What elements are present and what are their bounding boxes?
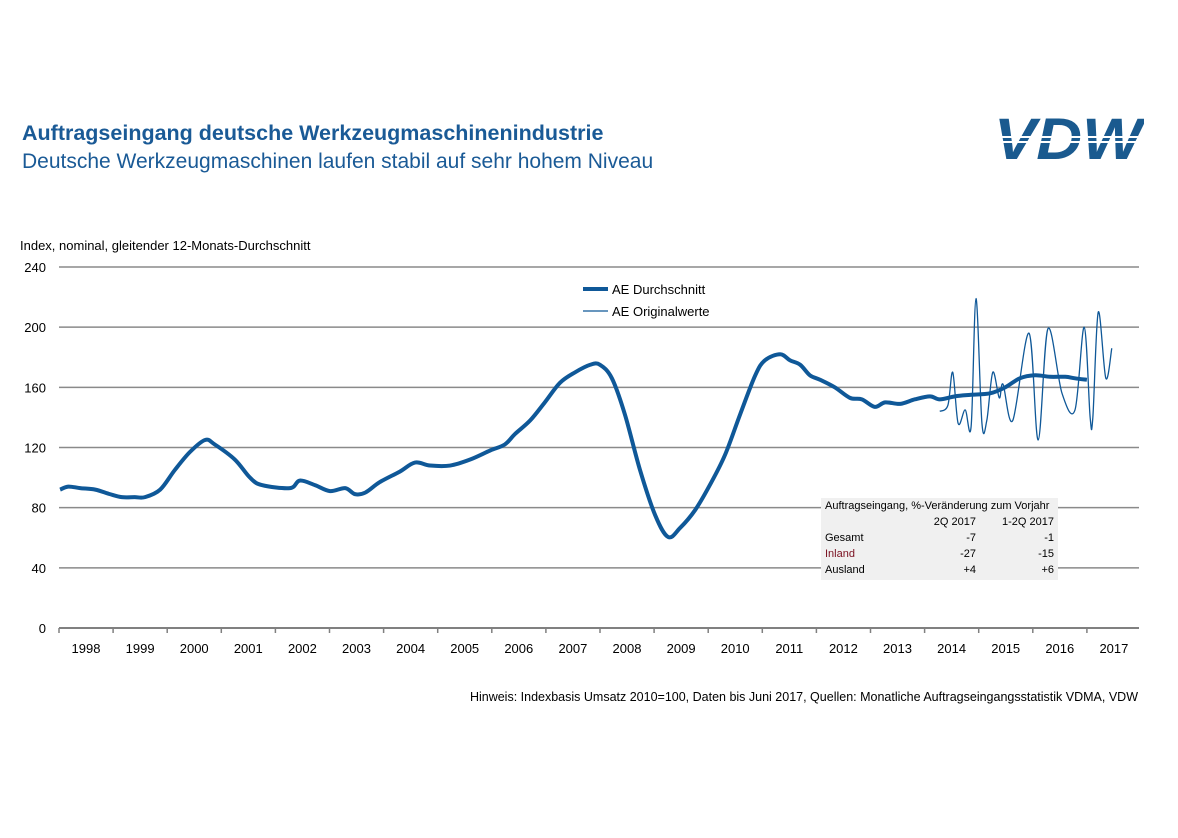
chart-title: Auftragseingang deutsche Werkzeugmaschin… [22, 121, 604, 145]
y-tick-label: 160 [24, 380, 46, 395]
row-value-2q: -27 [960, 548, 976, 560]
row-value-2q: +4 [963, 564, 976, 576]
x-tick-label: 2007 [558, 641, 587, 656]
x-tick-label: 2001 [234, 641, 263, 656]
y-tick-label: 200 [24, 320, 46, 335]
table-row: Ausland +4 +6 [825, 564, 1054, 580]
x-tick-label: 2000 [180, 641, 209, 656]
row-label: Gesamt [825, 532, 864, 544]
x-tick-label: 2017 [1099, 641, 1128, 656]
x-tick-label: 2005 [450, 641, 479, 656]
y-tick-label: 240 [24, 260, 46, 275]
chart-subtitle: Deutsche Werkzeugmaschinen laufen stabil… [22, 150, 654, 173]
series-line-durchschnitt [59, 352, 1088, 540]
table-col-header: 2Q 2017 [933, 516, 976, 528]
legend-label-original: AE Originalwerte [612, 304, 710, 319]
row-value-2q: -7 [966, 532, 976, 544]
x-tick-label: 2014 [937, 641, 966, 656]
x-tick-label: 2008 [613, 641, 642, 656]
vdw-logo: VDW [992, 112, 1144, 164]
y-tick-label: 80 [32, 501, 46, 516]
table-row: Gesamt -7 -1 [825, 532, 1054, 548]
x-tick-label: 2011 [775, 641, 803, 656]
y-tick-label: 40 [32, 561, 46, 576]
table-col-header: 1-2Q 2017 [1002, 516, 1054, 528]
footnote: Hinweis: Indexbasis Umsatz 2010=100, Dat… [469, 690, 1138, 704]
row-label: Ausland [825, 564, 865, 576]
x-tick-label: 2016 [1045, 641, 1074, 656]
change-table: Auftragseingang, %-Veränderung zum Vorja… [821, 498, 1058, 580]
y-axis-label: Index, nominal, gleitender 12-Monats-Dur… [20, 238, 311, 253]
x-tick-label: 1998 [72, 641, 101, 656]
series-line-originalwerte [939, 297, 1113, 441]
legend: AE Durchschnitt AE Originalwerte [583, 282, 710, 319]
row-value-1-2q: -15 [1038, 548, 1054, 560]
table-row: Inland -27 -15 [825, 548, 1054, 564]
x-tick-label: 2010 [721, 641, 750, 656]
row-value-1-2q: -1 [1044, 532, 1054, 544]
x-tick-label: 1999 [126, 641, 155, 656]
x-tick-label: 2002 [288, 641, 317, 656]
x-tick-label: 2015 [991, 641, 1020, 656]
x-tick-label: 2003 [342, 641, 371, 656]
x-tick-label: 2006 [504, 641, 533, 656]
x-tick-label: 2012 [829, 641, 858, 656]
row-label: Inland [825, 548, 855, 560]
y-tick-label: 120 [24, 441, 46, 456]
x-tick-label: 2009 [667, 641, 696, 656]
y-tick-label: 0 [39, 621, 46, 636]
row-value-1-2q: +6 [1041, 564, 1054, 576]
x-tick-label: 2004 [396, 641, 425, 656]
legend-label-average: AE Durchschnitt [612, 282, 706, 297]
x-tick-label: 2013 [883, 641, 912, 656]
table-title: Auftragseingang, %-Veränderung zum Vorja… [825, 500, 1050, 512]
